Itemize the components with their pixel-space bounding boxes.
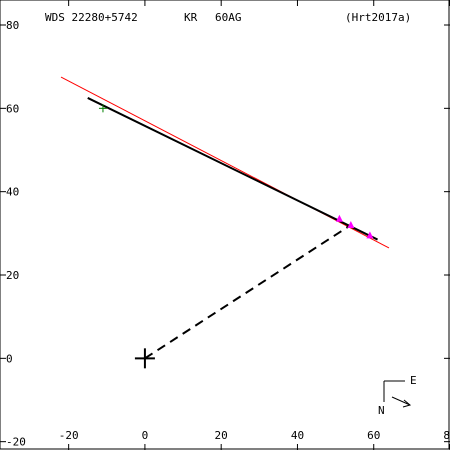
x-tick-label: 60 <box>367 429 380 442</box>
recent-measure-point <box>335 214 343 222</box>
y-tick-label: 40 <box>6 186 19 199</box>
primary-star-marker <box>134 348 155 369</box>
recent-measures <box>335 214 374 239</box>
designation-label: 60AG <box>215 11 242 24</box>
x-tick-label: -20 <box>59 429 79 442</box>
early-measures <box>98 104 107 113</box>
motion-arrow-shaft <box>391 396 411 406</box>
observed-path-line <box>87 97 378 241</box>
y-tick-label: 60 <box>6 102 19 115</box>
x-tick-label: 0 <box>142 429 149 442</box>
recent-measure-point <box>347 221 355 228</box>
y-tick-label: 20 <box>6 269 19 282</box>
y-tick-label: 0 <box>6 352 13 365</box>
y-tick-label: -20 <box>6 436 26 449</box>
x-tick-label: 20 <box>215 429 228 442</box>
x-tick-label: 80 <box>443 429 450 442</box>
compass-east-label: E <box>410 374 417 387</box>
early-measure-point <box>98 104 107 113</box>
orbit-fit-line <box>60 76 390 249</box>
axis-tick-labels: -20 0 20 40 60 80 -20 0 20 40 60 80 <box>6 19 450 449</box>
reference-label: (Hrt2017a) <box>345 11 411 24</box>
recent-measure-point <box>366 231 374 239</box>
pair-label: KR <box>184 11 198 24</box>
x-tick-label: 40 <box>291 429 304 442</box>
system-label: WDS 22280+5742 <box>45 11 138 24</box>
compass: E N <box>378 374 417 417</box>
motion-arrow-head <box>402 399 412 408</box>
primary-connector-line <box>144 224 352 360</box>
y-tick-label: 80 <box>6 19 19 32</box>
compass-north-label: N <box>378 404 385 417</box>
